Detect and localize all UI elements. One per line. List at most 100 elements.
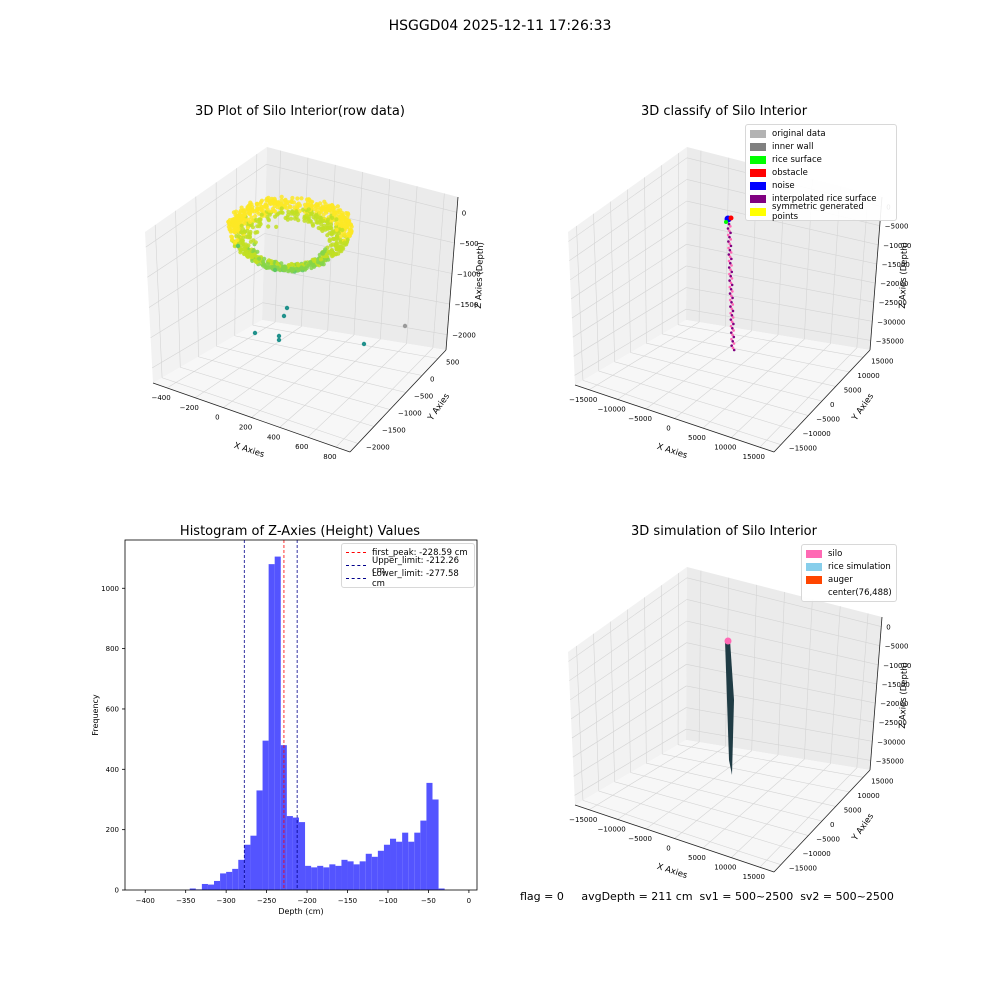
histogram-bar: [390, 838, 397, 890]
raw-point: [331, 250, 336, 256]
raw-point: [338, 221, 343, 227]
raw-point-outlier: [284, 305, 290, 311]
p4-zgrid-left: [574, 728, 687, 796]
p4-legend-swatch: [806, 588, 822, 597]
histogram-ytick-label: 400: [106, 766, 119, 774]
p2-ygrid-wall: [627, 189, 631, 353]
p1-ztick-label: 0: [462, 209, 466, 217]
raw-point: [318, 257, 323, 262]
p2-ygrid: [582, 380, 781, 445]
raw-point: [296, 201, 301, 206]
raw-point: [327, 238, 332, 243]
raw-point: [316, 225, 321, 231]
p2-legend-swatch: [750, 194, 766, 203]
raw-point: [318, 201, 323, 206]
histogram-xtick-label: −250: [257, 897, 276, 905]
raw-point: [232, 240, 237, 245]
p4-ygrid: [598, 790, 795, 851]
raw-point: [247, 202, 252, 208]
p4-ytick-label: 5000: [844, 806, 862, 814]
p4-ygrid-wall: [627, 609, 631, 773]
histogram-bar: [335, 865, 342, 890]
raw-point: [279, 198, 284, 203]
p2-legend-label: obstacle: [772, 167, 808, 178]
interpolated-point: [730, 257, 733, 261]
histogram-bar: [365, 853, 372, 890]
interpolated-point: [728, 272, 731, 276]
interpolated-point: [729, 225, 732, 228]
histogram-bar: [329, 864, 336, 890]
raw-point: [330, 215, 335, 220]
raw-point: [258, 222, 263, 227]
histogram-ylabel: Frequency: [91, 694, 100, 736]
p4-ygrid-wall: [593, 633, 600, 792]
p4-xgrid-wall: [698, 570, 702, 743]
histogram-legend: first_peak: -228.59 cm Upper_limit: -212.…: [341, 543, 475, 589]
p4-ygrid: [630, 772, 823, 822]
histogram-bar: [414, 832, 421, 890]
p2-xtick-label: −5000: [628, 415, 652, 423]
interpolated-point: [727, 246, 730, 250]
raw-point: [248, 219, 253, 224]
p1-xgrid: [307, 343, 407, 438]
p4-ygrid: [582, 800, 781, 865]
histogram-bar: [353, 864, 360, 890]
interpolated-point: [731, 290, 734, 293]
p2-ztick-label: −20000: [880, 280, 908, 288]
interpolated-point: [730, 320, 734, 324]
raw-point: [250, 207, 255, 212]
p4-ytick-label: 15000: [871, 777, 893, 785]
raw-point: [286, 209, 291, 214]
raw-point: [274, 224, 279, 229]
p1-z-axis: [445, 196, 459, 351]
raw-point: [237, 210, 243, 215]
silo-marker: [724, 637, 732, 645]
p2-ztick-label: −15000: [882, 261, 910, 269]
raw-point: [283, 197, 288, 202]
raw-point-outlier: [361, 341, 367, 347]
interpolated-point: [726, 233, 730, 237]
p2-ygrid-wall: [593, 213, 600, 372]
histogram-xlabel: Depth (cm): [278, 907, 323, 916]
raw-point: [253, 230, 258, 235]
histogram-xtick-label: −300: [217, 897, 236, 905]
p2-y-axis: [773, 349, 871, 453]
p2-xtick-label: 15000: [743, 453, 765, 461]
p4-back-left-pane: [568, 567, 687, 805]
hist-legend-label: first_peak: -228.59 cm: [372, 547, 468, 558]
raw-point: [345, 225, 350, 230]
raw-point: [238, 247, 243, 252]
raw-point: [288, 205, 293, 210]
p4-ygrid-wall: [661, 585, 663, 754]
p1-ytick-label: 500: [446, 359, 459, 367]
histogram-bar: [232, 868, 239, 890]
raw-point: [269, 259, 274, 264]
p4-zgrid-left: [568, 577, 688, 662]
p2-z-axis: [869, 196, 883, 351]
p1-y-axis: [349, 349, 447, 453]
raw-point: [334, 221, 339, 226]
raw-point-outlier: [281, 313, 287, 319]
p1-ygrid: [198, 356, 391, 410]
p4-xgrid-wall: [830, 606, 841, 764]
p2-xtick-label: 5000: [688, 434, 706, 442]
p4-ztick-label: −35000: [876, 757, 904, 765]
raw-point: [290, 195, 295, 201]
p1-xgrid: [335, 347, 434, 448]
raw-point: [290, 262, 295, 267]
p1-ytick-label: −1000: [398, 410, 422, 418]
histogram-bar: [396, 841, 403, 890]
p1-xtick-label: 0: [215, 414, 219, 422]
p4-y-axis: [773, 769, 871, 873]
raw-point: [344, 218, 350, 223]
raw-point: [296, 268, 301, 273]
raw-point: [321, 218, 326, 223]
hist-legend-item: Lower_limit: -277.58 cm: [346, 569, 470, 589]
interpolated-point: [730, 277, 734, 280]
p4-ygrid-wall: [610, 621, 615, 782]
p4-ygrid: [646, 762, 836, 807]
raw-point: [329, 230, 335, 235]
histogram-bar: [341, 859, 348, 890]
interpolated-point: [727, 240, 730, 243]
p4-legend-label: center(76,488): [828, 587, 892, 598]
